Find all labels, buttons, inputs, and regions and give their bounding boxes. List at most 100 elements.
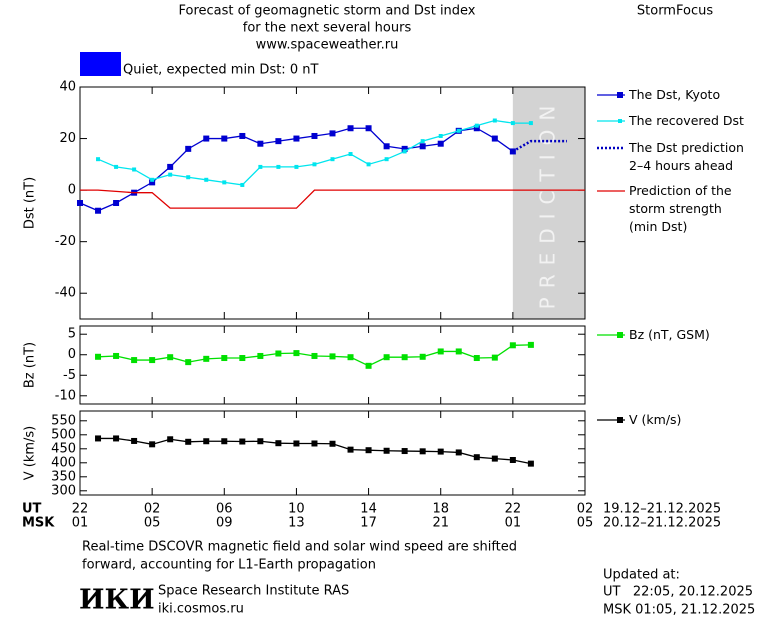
series-marker (455, 348, 462, 355)
series-marker (275, 440, 282, 447)
updated-msk: MSK 01:05, 21.12.2025 (603, 603, 755, 618)
series-marker (473, 454, 480, 461)
series-marker (437, 348, 444, 355)
title-line: Forecast of geomagnetic storm and Dst in… (178, 4, 475, 19)
series-marker (491, 135, 498, 142)
series-marker (167, 436, 174, 443)
series-marker (383, 143, 390, 150)
series-marker (365, 447, 372, 454)
series-marker (186, 175, 191, 180)
plot-frame (79, 86, 586, 320)
series-marker (492, 118, 497, 123)
series-marker (491, 354, 498, 361)
series-marker (420, 139, 425, 144)
legend-marker (617, 332, 623, 338)
x2-tick-label: 05 (577, 516, 594, 531)
y-tick-label: -5 (63, 368, 76, 383)
x-tick-label: 22 (72, 502, 89, 517)
x2-tick-label: 01 (72, 516, 89, 531)
series-marker (437, 140, 444, 147)
series-marker (150, 177, 155, 182)
series-marker (401, 145, 408, 152)
series-marker (366, 162, 371, 167)
status-text: Quiet, expected min Dst: 0 nT (123, 63, 318, 78)
x2-axis-label: MSK (22, 516, 55, 531)
website: iki.cosmos.ru (158, 602, 244, 617)
y-tick-label: -40 (55, 286, 76, 301)
legend-label: Bz (nT, GSM) (629, 327, 710, 342)
series-marker (473, 125, 480, 132)
series-line (512, 139, 567, 153)
series-marker (311, 132, 318, 139)
y-tick-label: 500 (51, 427, 76, 442)
series-marker (509, 342, 516, 349)
series-marker (185, 359, 192, 366)
series-marker (311, 440, 318, 447)
series-marker (293, 350, 300, 357)
y-tick-label: 450 (51, 441, 76, 456)
series-marker (438, 133, 443, 138)
series-marker (239, 355, 246, 362)
y-axis-label: Dst (nT) (23, 177, 38, 229)
y-tick-label: 350 (51, 469, 76, 484)
series-marker (293, 440, 300, 447)
x-tick-label: 06 (216, 502, 233, 517)
series-marker (203, 135, 210, 142)
x2-tick-label: 17 (360, 516, 377, 531)
prediction-label: PREDICTION (535, 97, 559, 310)
x2-tick-label: 21 (432, 516, 449, 531)
legend-marker (617, 417, 623, 423)
series-marker (473, 355, 480, 362)
series-marker (527, 341, 534, 348)
series-marker (149, 179, 156, 186)
updated-ut: UT 22:05, 20.12.2025 (603, 585, 753, 600)
status-swatch (80, 52, 121, 76)
series-marker (239, 438, 246, 445)
series-marker (401, 354, 408, 361)
series-marker (365, 362, 372, 369)
legend-label: V (km/s) (629, 412, 682, 427)
series-marker (167, 354, 174, 361)
series-marker (221, 355, 228, 362)
x-tick-label: 10 (288, 502, 305, 517)
series-marker (312, 162, 317, 167)
series-marker (293, 135, 300, 142)
y-tick-label: 20 (59, 131, 76, 146)
x-axis-label: UT (22, 502, 42, 517)
series-marker (311, 352, 318, 359)
series-marker (221, 438, 228, 445)
y-tick-label: 40 (59, 80, 76, 95)
series-marker (113, 352, 120, 359)
series-marker (257, 352, 264, 359)
x2-tick-label: 09 (216, 516, 233, 531)
logo: ИКИ (79, 585, 155, 616)
series-marker (383, 354, 390, 361)
x-tick-label: 02 (144, 502, 161, 517)
title-line: www.spaceweather.ru (256, 38, 399, 53)
plot-frame (79, 410, 586, 496)
series-line (80, 189, 585, 209)
x2-tick-label: 01 (505, 516, 522, 531)
series-marker (149, 357, 156, 364)
series-marker (168, 172, 173, 177)
series-marker (239, 132, 246, 139)
legend-label: The Dst, Kyoto (629, 87, 721, 102)
series-marker (240, 182, 245, 187)
series-marker (77, 200, 83, 206)
series-marker (384, 157, 389, 162)
series-marker (329, 130, 336, 137)
y-tick-label: 5 (68, 327, 76, 342)
y-tick-label: 0 (68, 347, 76, 362)
series-marker (474, 123, 479, 128)
y-tick-label: 400 (51, 455, 76, 470)
series-marker (402, 149, 407, 154)
series-marker (131, 357, 138, 364)
x2-tick-label: 05 (144, 516, 161, 531)
series-marker (221, 135, 228, 142)
series-marker (347, 125, 354, 132)
y-tick-label: 300 (51, 483, 76, 498)
series-marker (113, 435, 120, 442)
series-marker (510, 121, 515, 126)
series-marker (222, 180, 227, 185)
